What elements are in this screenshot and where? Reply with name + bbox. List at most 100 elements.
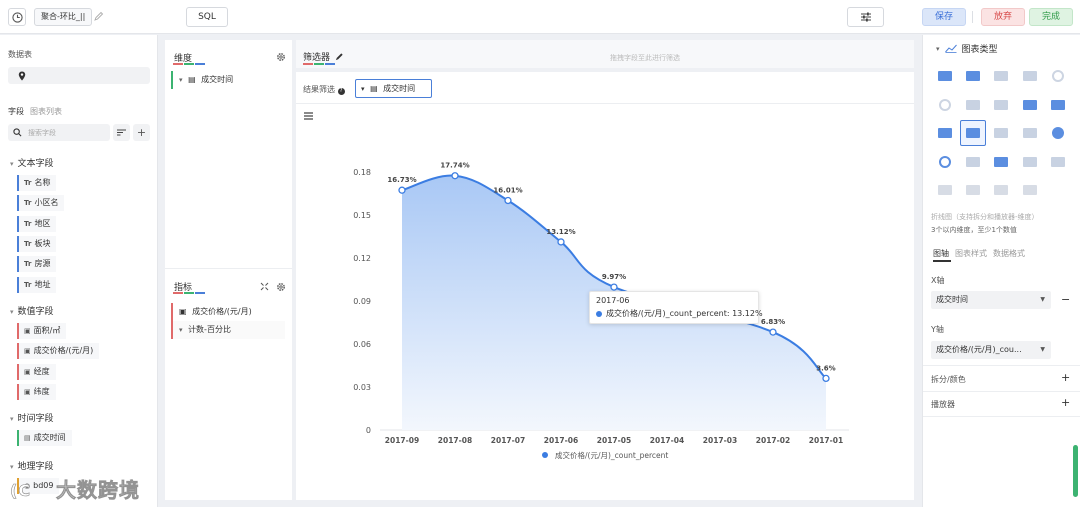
tab-fields[interactable]: 字段 <box>8 107 24 116</box>
save-button[interactable]: 保存 <box>922 8 966 26</box>
table-icon <box>938 71 952 81</box>
group-text-fields[interactable]: ▾ 文本字段 <box>10 159 54 169</box>
chart-type-bar-chart[interactable] <box>1017 92 1043 118</box>
caret-down-icon: ▾ <box>179 326 183 334</box>
chart-type-kpi-card[interactable] <box>1017 63 1043 89</box>
scrollbar-thumb[interactable] <box>1073 445 1078 497</box>
data-table-selector[interactable] <box>8 67 150 84</box>
field-item[interactable]: Tr 地区 <box>17 215 57 232</box>
chart-type-scatter[interactable] <box>1045 149 1071 175</box>
caret-down-icon: ▾ <box>10 463 14 471</box>
chart-type-header[interactable]: ▾ 图表类型 <box>936 44 998 56</box>
area-chart-icon <box>966 128 981 138</box>
filter-bar[interactable]: 筛选器 拖拽字段至此进行筛选 <box>296 40 914 68</box>
field-search-input[interactable]: 搜索字段 <box>8 124 110 141</box>
field-item[interactable]: ▣ 成交价格/(元/月) <box>17 343 100 360</box>
chart-type-map[interactable] <box>960 177 986 203</box>
chart-type-progress[interactable] <box>960 92 986 118</box>
chart-type-ring-gauge[interactable] <box>932 92 958 118</box>
chart-type-pivot-table[interactable] <box>960 63 986 89</box>
title-underline <box>173 292 183 294</box>
number-type-icon: ▣ <box>24 347 31 356</box>
y-axis-select[interactable]: 成交价格/(元/月)_cou... ▼ <box>931 341 1051 359</box>
y-tick-label: 0.06 <box>353 340 371 349</box>
field-item[interactable]: Tr 房源 <box>17 256 57 273</box>
chart-type-heat-map[interactable] <box>988 177 1014 203</box>
field-item-label: 成交价格/(元/月) <box>33 346 94 356</box>
group-number-fields[interactable]: ▾ 数值字段 <box>10 307 54 317</box>
sort-button[interactable] <box>113 124 130 141</box>
tab-chart-list[interactable]: 图表列表 <box>30 107 62 116</box>
field-item[interactable]: ▤ 成交时间 <box>17 430 72 446</box>
done-button[interactable]: 完成 <box>1029 8 1073 26</box>
active-tab-underline <box>933 260 951 262</box>
panel-divider <box>165 268 292 269</box>
chart-type-table[interactable] <box>932 63 958 89</box>
watermark: (C 大数跨境 <box>10 478 140 503</box>
edit-pencil-icon[interactable] <box>335 52 344 61</box>
edit-pencil-icon[interactable] <box>94 11 104 21</box>
field-item[interactable]: ▣ 面积/㎡ <box>17 323 67 339</box>
chart-type-radar-chart[interactable] <box>988 149 1014 175</box>
remove-x-axis-button[interactable]: − <box>1061 293 1071 306</box>
field-item[interactable]: Tr 板块 <box>17 235 57 252</box>
data-label: 3.6% <box>816 364 835 372</box>
add-player-button[interactable]: + <box>1061 396 1071 409</box>
chart-name[interactable]: 聚合-环比_|| <box>34 8 93 26</box>
gear-icon[interactable] <box>276 52 286 62</box>
chart-type-multi-bar[interactable] <box>932 120 958 146</box>
tab-data-format[interactable]: 数据格式 <box>993 249 1025 258</box>
cross-table-icon <box>994 71 1009 81</box>
filter-drop-hint: 拖拽字段至此进行筛选 <box>610 54 680 62</box>
metric-aggregation-label: 计数-百分比 <box>188 325 231 334</box>
add-field-button[interactable]: + <box>133 124 150 141</box>
chart-type-list[interactable] <box>932 177 958 203</box>
field-item[interactable]: ◉ bd09 <box>17 478 60 494</box>
config-tabs: 图轴 图表样式 数据格式 <box>933 248 1025 259</box>
result-filter-select[interactable]: ▾ ▤ 成交时间 <box>355 79 432 98</box>
chart-type-line-chart[interactable] <box>988 120 1014 146</box>
group-geo-fields[interactable]: ▾ 地理字段 <box>10 462 54 472</box>
x-axis-select[interactable]: 成交时间 ▼ <box>931 291 1051 309</box>
chart-type-gauge[interactable] <box>1045 63 1071 89</box>
group-time-fields[interactable]: ▾ 时间字段 <box>10 414 54 424</box>
chart-type-bubble-map[interactable] <box>1017 177 1043 203</box>
add-split-button[interactable]: + <box>1061 371 1071 384</box>
field-item[interactable]: ▣ 经度 <box>17 363 56 380</box>
field-item[interactable]: Tr 小区名 <box>17 195 65 212</box>
multi-bar-icon <box>938 128 952 138</box>
chart-type-area-chart[interactable] <box>960 120 987 146</box>
text-type-icon: Tr <box>24 280 32 289</box>
chart-type-word-cloud[interactable] <box>1017 149 1043 175</box>
chart-type-funnel[interactable] <box>1017 120 1043 146</box>
metric-aggregation[interactable]: ▾ 计数-百分比 <box>171 321 285 339</box>
chart-type-waterfall[interactable] <box>988 92 1014 118</box>
discard-button[interactable]: 放弃 <box>981 8 1025 26</box>
chart-type-donut-chart[interactable] <box>932 149 958 175</box>
collapse-icon[interactable] <box>260 282 269 291</box>
sql-button[interactable]: SQL <box>186 7 228 27</box>
chart-type-stacked-bar[interactable] <box>1045 92 1071 118</box>
history-button[interactable] <box>8 8 26 26</box>
chart-type-pie-chart[interactable] <box>1045 120 1071 146</box>
dimension-item[interactable]: ▾ ▤ 成交时间 <box>171 71 285 89</box>
metric-item[interactable]: ▣ 成交价格/(元/月) <box>171 303 285 321</box>
settings-button[interactable] <box>847 7 884 27</box>
help-icon[interactable]: ? <box>337 88 345 95</box>
title-underline <box>325 63 335 65</box>
field-item[interactable]: Tr 名称 <box>17 175 57 191</box>
chart-type-rose-chart[interactable] <box>960 149 986 175</box>
menu-icon[interactable] <box>304 112 313 120</box>
title-underline <box>173 63 183 65</box>
field-item[interactable]: Tr 地址 <box>17 276 57 293</box>
caret-down-icon: ▾ <box>179 76 183 84</box>
chart-type-cross-table[interactable] <box>988 63 1014 89</box>
x-tick-label: 2017-01 <box>809 436 843 445</box>
tab-chart-style[interactable]: 图表样式 <box>955 249 987 258</box>
gear-icon[interactable] <box>276 282 286 292</box>
clock-icon <box>11 11 23 23</box>
field-item[interactable]: ▣ 纬度 <box>17 383 56 400</box>
kpi-card-icon <box>1022 71 1037 81</box>
tab-axis[interactable]: 图轴 <box>933 249 949 258</box>
bar-chart-icon <box>1022 99 1037 110</box>
